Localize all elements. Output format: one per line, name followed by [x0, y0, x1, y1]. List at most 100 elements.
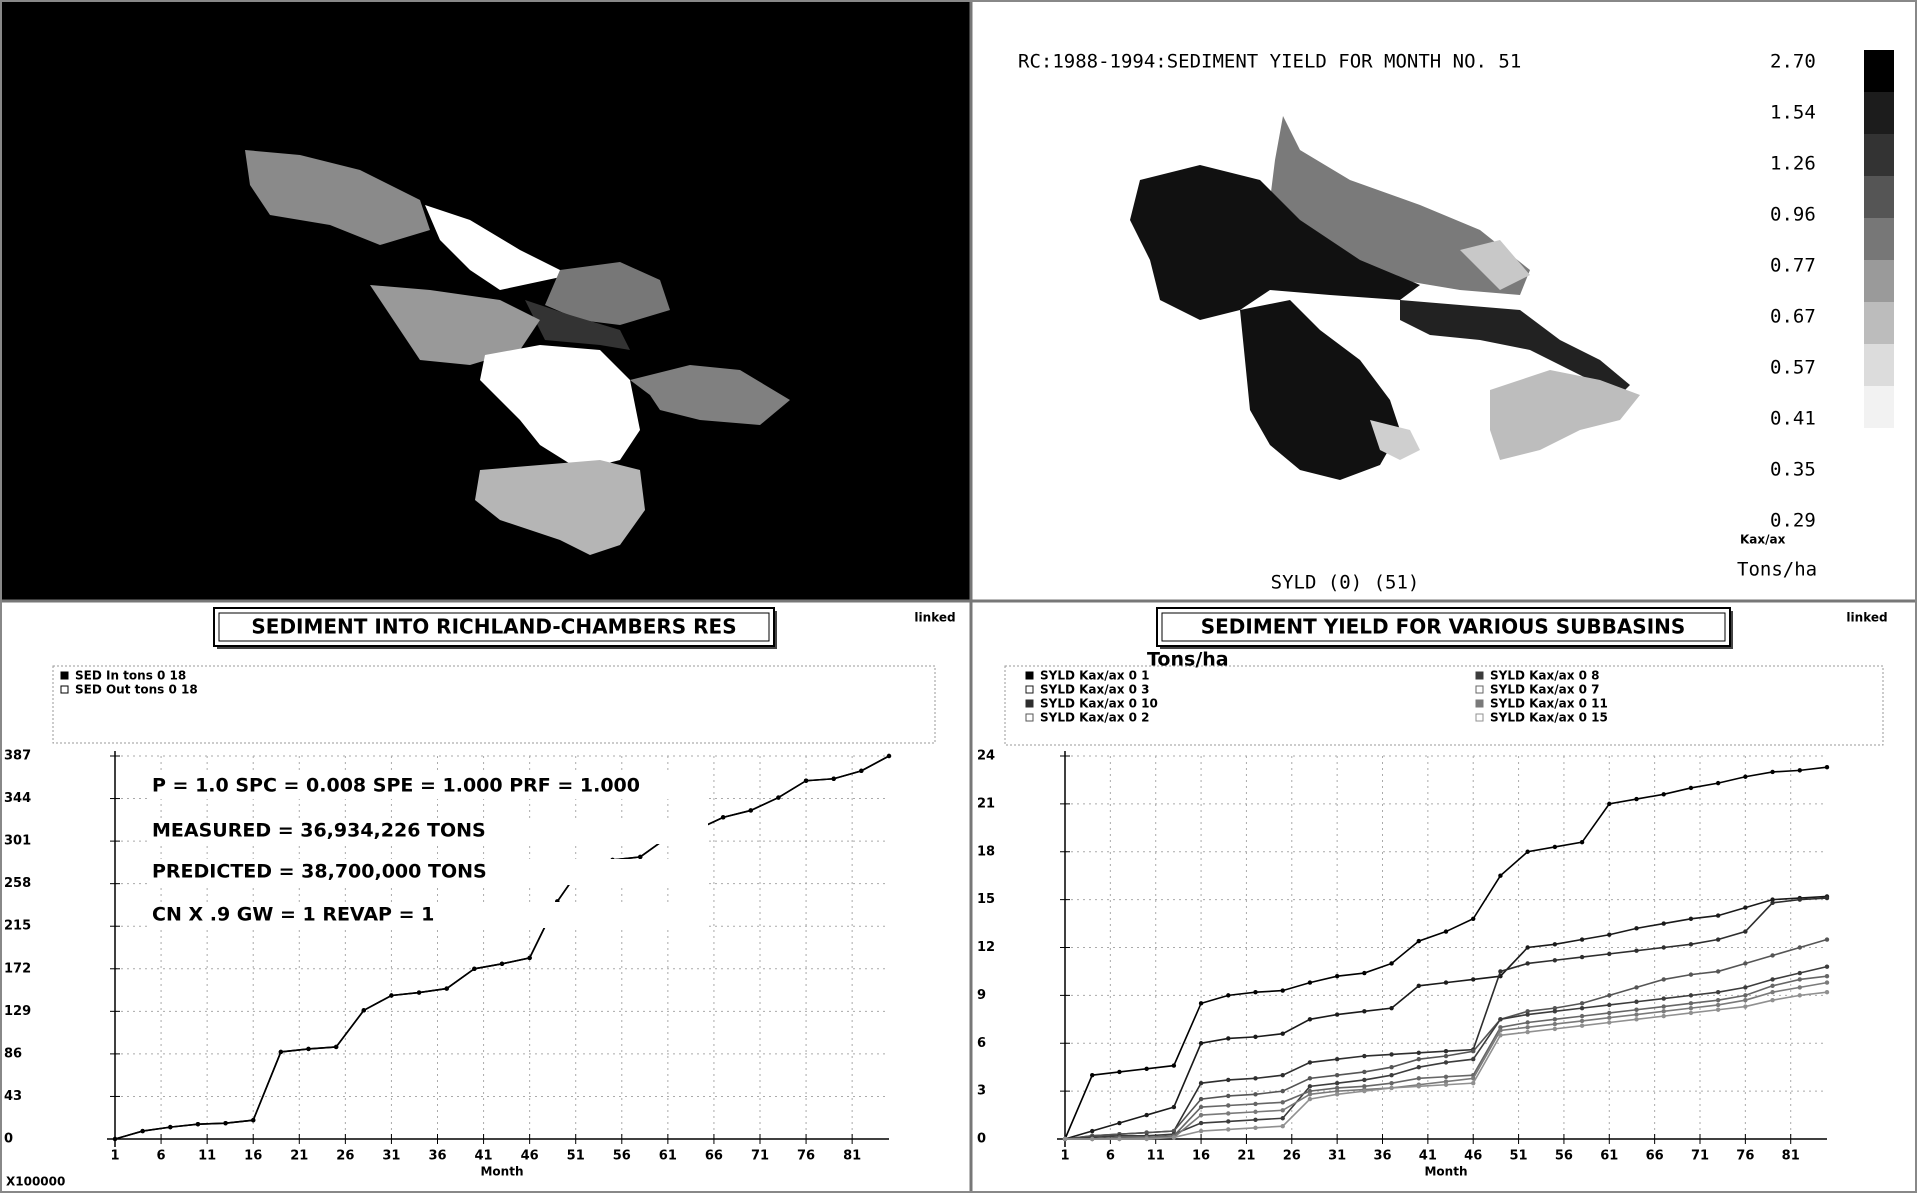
data-point: [1144, 1066, 1149, 1071]
subbasin: [1240, 300, 1400, 480]
data-point: [803, 778, 809, 783]
data-point: [1607, 993, 1612, 998]
x-tick-label: 46: [521, 1149, 539, 1164]
data-point: [1715, 1002, 1721, 1008]
x-tick-label: 66: [1646, 1149, 1664, 1164]
data-point: [1607, 801, 1612, 807]
data-point: [1307, 1096, 1313, 1102]
legend-marker: [1025, 699, 1034, 708]
data-point: [1715, 1007, 1721, 1012]
x-tick-label: 1: [1060, 1149, 1069, 1164]
map-title: RC:1988-1994:SEDIMENT YIELD FOR MONTH NO…: [1018, 51, 1521, 73]
data-point: [1634, 985, 1639, 990]
data-point: [1198, 1001, 1204, 1006]
data-point: [1362, 1069, 1367, 1075]
data-point: [1634, 796, 1639, 802]
x-tick-label: 81: [843, 1149, 861, 1164]
legend-label: 0.57: [1770, 357, 1816, 379]
x-tick-label: 36: [1373, 1149, 1391, 1164]
data-point: [112, 1136, 118, 1142]
data-point: [1416, 983, 1421, 988]
x-tick-label: 41: [1419, 1149, 1437, 1164]
x-tick-label: 31: [1328, 1149, 1346, 1164]
data-point: [361, 1008, 366, 1013]
data-point: [1715, 997, 1721, 1003]
data-point: [1443, 980, 1449, 985]
data-point: [1607, 1020, 1612, 1025]
data-point: [1525, 1025, 1530, 1030]
data-point: [1389, 1005, 1394, 1011]
data-point: [1280, 1124, 1285, 1129]
x-tick-label: 56: [613, 1149, 631, 1164]
x-tick-label: 31: [382, 1149, 400, 1164]
data-point: [1253, 1092, 1258, 1097]
chart-title: SEDIMENT YIELD FOR VARIOUS SUBBASINS: [1201, 615, 1686, 639]
data-point: [1307, 1088, 1313, 1094]
x-tick-label: 26: [336, 1149, 354, 1164]
data-point: [1661, 1004, 1666, 1009]
x-tick-label: 41: [475, 1149, 493, 1164]
x-tick-label: 71: [1691, 1149, 1709, 1164]
data-point: [1579, 1001, 1585, 1006]
data-point: [1334, 1072, 1340, 1078]
data-point: [1743, 929, 1748, 934]
data-point: [1579, 1018, 1585, 1024]
data-point: [1443, 929, 1449, 934]
x-tick-label: 26: [1283, 1149, 1301, 1164]
data-point: [1280, 1108, 1285, 1113]
data-point: [1198, 1104, 1204, 1110]
legend-marker: [1475, 699, 1484, 708]
data-point: [1688, 1005, 1694, 1011]
subbasin: [475, 460, 645, 555]
data-point: [1307, 1092, 1313, 1097]
map-right: [1130, 116, 1640, 480]
chart-title: SEDIMENT INTO RICHLAND-CHAMBERS RES: [251, 615, 736, 639]
data-point: [1525, 1009, 1530, 1014]
data-point: [1253, 1117, 1258, 1123]
x-tick-label: 16: [1192, 1149, 1210, 1164]
data-point: [1198, 1080, 1204, 1086]
data-point: [1525, 1012, 1530, 1017]
data-point: [1743, 905, 1748, 910]
data-point: [1171, 1128, 1177, 1134]
subbasin: [1400, 300, 1630, 395]
data-point: [278, 1049, 284, 1055]
y-tick-label: 15: [977, 892, 995, 907]
y-tick-label: 86: [4, 1046, 22, 1061]
data-point: [1661, 921, 1666, 926]
subbasin: [1370, 420, 1420, 460]
data-point: [1770, 953, 1775, 958]
data-point: [1389, 1080, 1394, 1086]
data-point: [1661, 1013, 1666, 1019]
legend-swatch: [1864, 260, 1894, 302]
data-point: [1280, 1100, 1285, 1105]
data-point: [1715, 937, 1721, 942]
subbasin: [1130, 165, 1420, 320]
legend-swatch: [1864, 50, 1894, 92]
legend-entry: SYLD Kax/ax 0 10: [1040, 697, 1158, 711]
data-point: [1389, 1052, 1394, 1057]
data-point: [1334, 1085, 1340, 1091]
y-tick-label: 0: [977, 1132, 986, 1147]
title-box: [1156, 607, 1731, 647]
data-point: [1389, 961, 1394, 966]
y-tick-label: 6: [977, 1036, 986, 1051]
data-point: [1552, 1017, 1558, 1022]
y-multiplier: X100000: [6, 1175, 65, 1189]
data-point: [1797, 977, 1802, 982]
data-point: [1090, 1072, 1095, 1078]
data-point: [1334, 1012, 1340, 1017]
annotation: MEASURED = 36,934,226 TONS: [152, 820, 486, 842]
legend-entry: SYLD Kax/ax 0 8: [1490, 669, 1600, 683]
data-point: [1280, 988, 1285, 993]
series-line: [1065, 991, 1828, 1140]
x-axis-label: Month: [480, 1165, 523, 1179]
legend-marker: [1475, 685, 1484, 694]
annotation: PREDICTED = 38,700,000 TONS: [152, 861, 487, 883]
data-point: [1362, 1084, 1367, 1089]
data-point: [1144, 1112, 1149, 1118]
data-point: [1770, 997, 1775, 1003]
data-point: [1334, 1088, 1340, 1094]
data-point: [1552, 958, 1558, 963]
data-point: [1797, 985, 1802, 990]
